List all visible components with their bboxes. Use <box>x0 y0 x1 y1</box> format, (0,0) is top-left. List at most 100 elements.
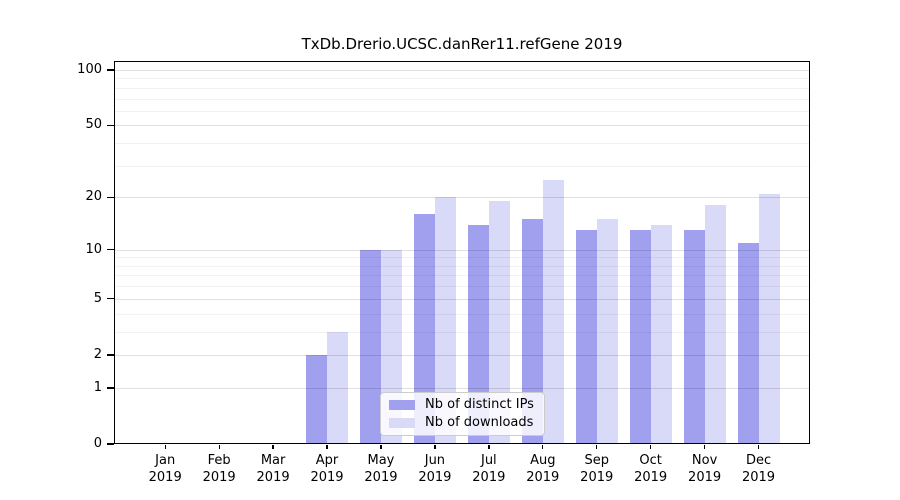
x-label-year: 2019 <box>688 470 722 485</box>
x-tick-mark <box>757 444 760 449</box>
bar-aug-downloads <box>542 179 564 444</box>
x-tick-mark <box>326 444 328 449</box>
x-label-month: Feb <box>207 453 231 468</box>
x-label-month: Oct <box>639 453 662 468</box>
y-tick-label: 10 <box>85 241 102 257</box>
grid-minor-line <box>114 265 810 267</box>
y-tick-mark <box>107 249 114 251</box>
grid-minor-line <box>114 110 810 112</box>
x-tick-label: Jan 2019 <box>135 452 195 486</box>
x-tick-label: Mar 2019 <box>243 452 303 486</box>
bar-jun-distinct-ips <box>413 214 435 444</box>
x-tick-label: Oct 2019 <box>621 452 681 486</box>
y-tick-mark <box>107 124 114 127</box>
bar-nov-distinct-ips <box>683 230 705 444</box>
bar-jul-downloads <box>488 201 510 444</box>
x-label-month: Apr <box>315 453 339 468</box>
y-tick-mark <box>107 196 114 198</box>
y-tick-mark <box>107 298 114 300</box>
x-tick-label: Sep 2019 <box>567 452 627 486</box>
bar-dec-distinct-ips <box>737 242 759 444</box>
bar-sep-downloads <box>596 219 618 444</box>
bar-jun-downloads <box>434 197 456 444</box>
x-tick-label: Jun 2019 <box>405 452 465 486</box>
x-tick-mark <box>704 444 706 449</box>
grid-major-line <box>114 125 810 127</box>
grid-major-line <box>114 354 810 356</box>
bar-oct-distinct-ips <box>629 230 651 444</box>
grid-minor-line <box>114 78 810 80</box>
x-tick-mark <box>596 444 598 449</box>
bar-may-distinct-ips <box>359 249 381 444</box>
x-label-month: Jan <box>155 453 176 468</box>
x-label-month: Dec <box>745 453 772 468</box>
bar-nov-downloads <box>704 205 726 444</box>
x-tick-mark <box>542 444 544 449</box>
x-tick-mark <box>218 444 220 449</box>
x-label-year: 2019 <box>580 470 614 485</box>
bar-apr-distinct-ips <box>306 354 328 444</box>
chart-title: TxDb.Drerio.UCSC.danRer11.refGene 2019 <box>301 35 623 53</box>
bar-apr-downloads <box>327 331 349 444</box>
grid-major-line <box>114 197 810 199</box>
x-label-month: Nov <box>691 453 718 468</box>
grid-minor-line <box>114 143 810 145</box>
x-tick-mark <box>164 444 166 449</box>
x-tick-mark <box>272 444 274 449</box>
y-tick-label: 50 <box>85 117 102 133</box>
x-tick-mark <box>488 444 490 449</box>
grid-minor-line <box>114 87 810 89</box>
bar-oct-downloads <box>650 224 672 444</box>
bar-jul-distinct-ips <box>467 224 489 444</box>
y-tick-mark <box>107 69 114 71</box>
x-tick-mark <box>434 444 436 449</box>
grid-major-line <box>114 387 810 389</box>
x-label-month: Jul <box>480 453 497 468</box>
y-tick-mark <box>107 443 114 445</box>
grid-minor-line <box>114 98 810 100</box>
bar-dec-downloads <box>758 193 780 444</box>
x-label-month: Jun <box>424 453 446 468</box>
y-tick-mark <box>107 387 114 389</box>
x-label-month: Mar <box>260 453 286 468</box>
x-label-year: 2019 <box>256 470 290 485</box>
x-label-month: Aug <box>530 453 556 468</box>
legend: Nb of distinct IPs Nb of downloads <box>380 392 545 436</box>
grid-minor-line <box>114 313 810 315</box>
bar-sep-distinct-ips <box>575 230 597 444</box>
legend-label-distinct-ips: Nb of distinct IPs <box>425 397 534 413</box>
x-label-year: 2019 <box>741 470 776 485</box>
plot-area <box>114 61 810 444</box>
legend-item-distinct-ips: Nb of distinct IPs <box>389 397 536 413</box>
bar-aug-distinct-ips <box>521 219 543 444</box>
x-label-year: 2019 <box>364 470 398 485</box>
legend-label-downloads: Nb of downloads <box>425 414 534 430</box>
x-label-year: 2019 <box>472 470 506 485</box>
grid-minor-line <box>114 331 810 333</box>
y-tick-label: 2 <box>93 346 102 362</box>
x-tick-label: Nov 2019 <box>675 452 735 486</box>
grid-minor-line <box>114 286 810 288</box>
legend-item-downloads: Nb of downloads <box>389 415 536 431</box>
grid-major-line <box>114 70 810 71</box>
y-tick-mark <box>107 354 114 356</box>
y-tick-label: 100 <box>77 62 102 77</box>
grid-minor-line <box>114 165 810 167</box>
x-tick-mark <box>650 444 652 449</box>
y-tick-label: 1 <box>93 379 102 395</box>
x-label-year: 2019 <box>634 470 668 485</box>
x-label-year: 2019 <box>148 470 182 485</box>
x-label-year: 2019 <box>526 470 560 485</box>
x-label-month: May <box>367 453 395 468</box>
y-tick-label: 5 <box>93 290 102 306</box>
grid-major-line <box>114 249 810 251</box>
y-tick-label: 0 <box>93 436 102 451</box>
x-label-year: 2019 <box>202 470 236 485</box>
x-tick-label: Dec 2019 <box>729 452 789 486</box>
x-tick-label: Apr 2019 <box>297 452 357 486</box>
y-tick-label: 20 <box>85 189 102 205</box>
x-tick-label: Feb 2019 <box>189 452 249 486</box>
x-label-year: 2019 <box>310 470 344 485</box>
x-tick-mark <box>380 444 382 449</box>
